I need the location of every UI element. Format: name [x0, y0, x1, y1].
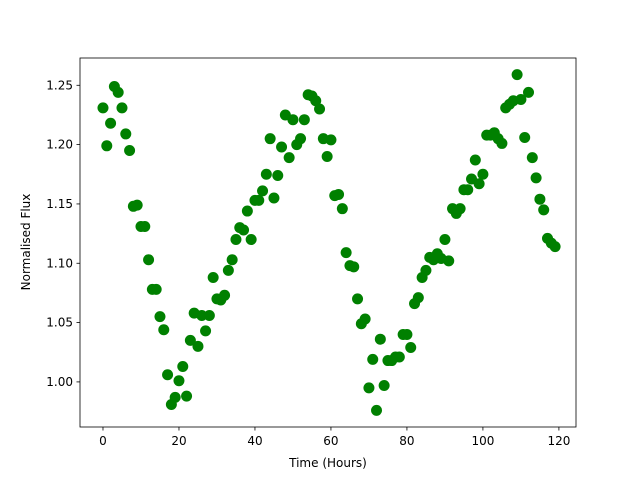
data-point — [298, 114, 310, 126]
data-point — [169, 391, 181, 403]
y-tick-label: 1.20 — [46, 138, 73, 152]
data-point — [325, 134, 337, 146]
data-point — [477, 168, 489, 180]
data-point — [496, 137, 508, 149]
data-point — [143, 254, 155, 266]
y-tick-label: 1.00 — [46, 375, 73, 389]
data-point — [363, 382, 375, 394]
y-tick-label: 1.05 — [46, 316, 73, 330]
data-point — [310, 95, 322, 107]
data-point — [405, 342, 417, 354]
data-point — [260, 168, 272, 180]
data-point — [283, 152, 295, 164]
data-point — [158, 324, 170, 336]
data-point — [112, 86, 124, 98]
data-point — [181, 390, 193, 402]
data-point — [401, 328, 413, 340]
data-point — [101, 140, 113, 152]
data-point — [200, 325, 212, 337]
data-point — [219, 289, 231, 301]
data-point — [374, 333, 386, 345]
data-point — [257, 185, 269, 197]
data-point — [116, 102, 128, 114]
y-tick-label: 1.15 — [46, 197, 73, 211]
data-point — [162, 369, 174, 381]
data-point — [538, 204, 550, 216]
data-point — [241, 205, 253, 217]
data-point — [222, 264, 234, 276]
data-point — [473, 178, 485, 190]
data-point — [321, 150, 333, 162]
data-point — [534, 193, 546, 205]
data-point — [439, 234, 451, 246]
data-point — [154, 311, 166, 323]
data-point — [526, 152, 538, 164]
x-tick-label: 80 — [399, 434, 414, 448]
x-tick-label: 60 — [323, 434, 338, 448]
x-tick-label: 100 — [471, 434, 494, 448]
data-point — [367, 353, 379, 365]
data-point — [393, 351, 405, 363]
data-point — [469, 154, 481, 166]
data-point — [150, 283, 162, 295]
data-point — [549, 241, 561, 253]
data-point — [340, 247, 352, 259]
data-point — [336, 203, 348, 215]
data-point — [196, 309, 208, 321]
x-tick-label: 0 — [99, 434, 107, 448]
data-point — [333, 188, 345, 200]
data-point — [192, 340, 204, 352]
data-point — [443, 255, 455, 267]
data-point — [131, 199, 143, 211]
data-point — [173, 375, 185, 387]
data-point — [97, 102, 109, 114]
data-point — [287, 114, 299, 126]
data-point — [245, 234, 257, 246]
data-point — [454, 203, 466, 215]
data-point — [184, 334, 196, 346]
data-point — [412, 292, 424, 304]
data-point — [378, 379, 390, 391]
data-point — [519, 131, 531, 143]
data-point — [207, 272, 219, 284]
data-point — [371, 404, 383, 416]
data-point — [226, 254, 238, 266]
data-point — [105, 117, 117, 129]
data-point — [530, 172, 542, 184]
x-tick-label: 20 — [171, 434, 186, 448]
data-point — [203, 309, 215, 321]
plot-frame — [79, 57, 577, 428]
data-point — [264, 133, 276, 145]
data-point — [348, 261, 360, 273]
data-point — [352, 293, 364, 305]
data-point — [420, 264, 432, 276]
y-tick-label: 1.10 — [46, 256, 73, 270]
data-point — [359, 313, 371, 325]
data-point — [177, 360, 189, 372]
data-point — [238, 224, 250, 236]
data-point — [523, 86, 535, 98]
data-point — [139, 220, 151, 232]
data-point — [511, 69, 523, 81]
data-point — [462, 184, 474, 196]
data-point — [253, 194, 265, 206]
data-point — [120, 128, 132, 140]
data-point — [124, 145, 136, 157]
y-axis-label: Normalised Flux — [19, 194, 33, 291]
data-point — [295, 133, 307, 145]
data-point — [515, 94, 527, 106]
data-point — [268, 192, 280, 204]
x-tick-label: 120 — [547, 434, 570, 448]
x-tick-label: 40 — [247, 434, 262, 448]
data-point — [314, 103, 326, 115]
y-tick-label: 1.25 — [46, 78, 73, 92]
data-point — [276, 141, 288, 153]
x-axis-label: Time (Hours) — [288, 456, 367, 470]
data-point — [230, 234, 242, 246]
data-point — [272, 169, 284, 181]
